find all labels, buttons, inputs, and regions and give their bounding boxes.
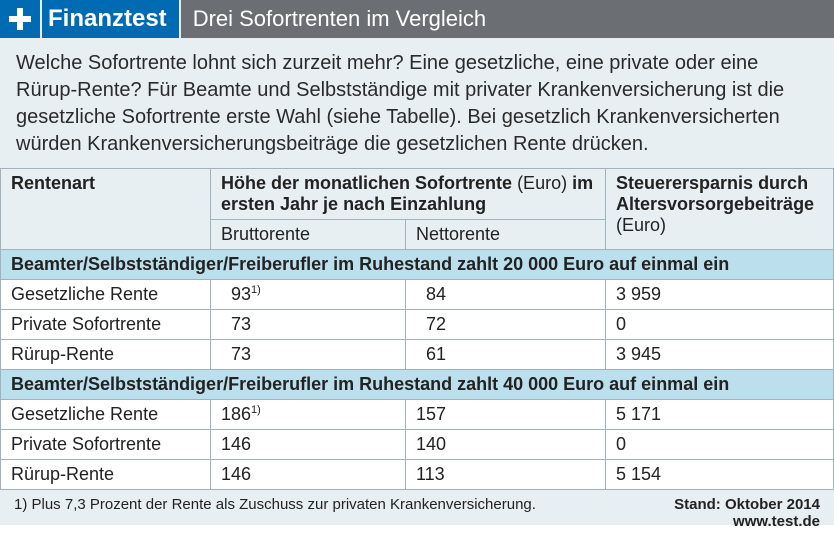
table-row: Private Sofortrente 73 72 0	[1, 310, 834, 340]
col-rentenart: Rentenart	[11, 173, 95, 193]
brutto-value: 93	[221, 284, 251, 304]
col-amount-main: Höhe der monatlichen Sofortrente	[221, 173, 512, 193]
brand-text: Finanztest	[42, 0, 179, 38]
footnote-ref: 1)	[251, 284, 261, 296]
section-heading: Beamter/Selbstständiger/Freiberufler im …	[1, 370, 834, 400]
brutto-value: 73	[211, 340, 406, 370]
table-row: Gesetzliche Rente 931) 84 3 959	[1, 280, 834, 310]
col-tax-b: (Euro)	[616, 215, 666, 235]
brutto-value: 73	[211, 310, 406, 340]
brutto-value: 146	[211, 460, 406, 490]
netto-value: 84	[406, 280, 606, 310]
tax-value: 0	[606, 310, 834, 340]
netto-value: 140	[406, 430, 606, 460]
netto-value: 72	[406, 310, 606, 340]
title-bar: Finanztest Drei Sofortrenten im Vergleic…	[0, 0, 834, 38]
comparison-table: Rentenart Höhe der monatlichen Sofortren…	[0, 168, 834, 490]
col-tax-a: Steuerersparnis durch Altersvorsorgebeit…	[616, 173, 814, 214]
table-row: Gesetzliche Rente 1861) 157 5 171	[1, 400, 834, 430]
netto-value: 113	[406, 460, 606, 490]
brutto-value: 146	[211, 430, 406, 460]
tax-value: 0	[606, 430, 834, 460]
netto-value: 157	[406, 400, 606, 430]
col-netto: Nettorente	[406, 220, 606, 250]
source-url: www.test.de	[674, 513, 820, 530]
row-label: Rürup-Rente	[1, 460, 211, 490]
row-label: Gesetzliche Rente	[1, 280, 211, 310]
tax-value: 3 945	[606, 340, 834, 370]
page-title: Drei Sofortrenten im Vergleich	[181, 0, 834, 38]
tax-value: 5 171	[606, 400, 834, 430]
table-header-row: Rentenart Höhe der monatlichen Sofortren…	[1, 169, 834, 220]
page: Finanztest Drei Sofortrenten im Vergleic…	[0, 0, 834, 525]
row-label: Rürup-Rente	[1, 340, 211, 370]
brand-block: Finanztest	[0, 0, 179, 38]
col-amount-unit: (Euro)	[517, 173, 567, 193]
section-heading: Beamter/Selbstständiger/Freiberufler im …	[1, 250, 834, 280]
tax-value: 3 959	[606, 280, 834, 310]
table-row: Rürup-Rente 146 113 5 154	[1, 460, 834, 490]
brutto-value: 186	[221, 404, 251, 424]
row-label: Private Sofortrente	[1, 430, 211, 460]
row-label: Private Sofortrente	[1, 310, 211, 340]
row-label: Gesetzliche Rente	[1, 400, 211, 430]
intro-paragraph: Welche Sofortrente lohnt sich zurzeit me…	[0, 38, 834, 168]
section-heading-row: Beamter/Selbstständiger/Freiberufler im …	[1, 370, 834, 400]
tax-value: 5 154	[606, 460, 834, 490]
netto-value: 61	[406, 340, 606, 370]
stand-date: Stand: Oktober 2014	[674, 496, 820, 513]
section-heading-row: Beamter/Selbstständiger/Freiberufler im …	[1, 250, 834, 280]
brand-logo-icon	[0, 0, 40, 38]
footer: 1) Plus 7,3 Prozent der Rente als Zuschu…	[0, 490, 834, 538]
table-row: Rürup-Rente 73 61 3 945	[1, 340, 834, 370]
table-row: Private Sofortrente 146 140 0	[1, 430, 834, 460]
col-brutto: Bruttorente	[211, 220, 406, 250]
footnote-ref: 1)	[251, 404, 261, 416]
